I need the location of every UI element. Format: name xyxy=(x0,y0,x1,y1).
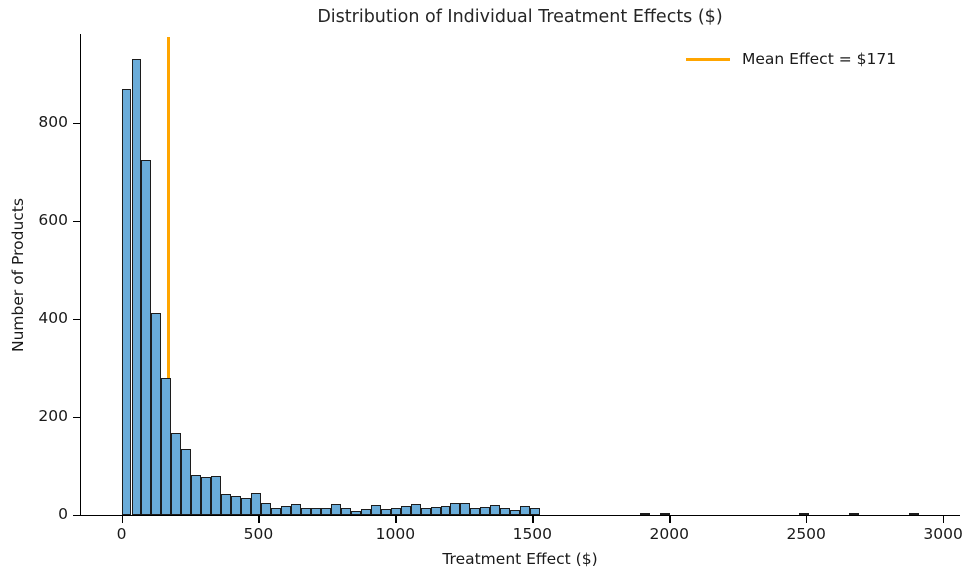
x-tick-mark xyxy=(258,516,260,523)
y-tick-label: 200 xyxy=(38,407,68,426)
histogram-bar xyxy=(271,507,282,515)
histogram-bar xyxy=(201,476,212,515)
x-tick-label: 1000 xyxy=(375,525,416,543)
histogram-bar xyxy=(330,504,341,515)
histogram-bar xyxy=(161,377,172,515)
legend: Mean Effect = $171 xyxy=(686,50,896,68)
histogram-bar xyxy=(450,503,461,515)
histogram-bar xyxy=(310,508,321,515)
y-axis-spine xyxy=(80,34,82,516)
histogram-bar xyxy=(300,508,311,515)
plot-area xyxy=(81,34,959,515)
histogram-bar xyxy=(151,313,162,515)
x-tick-label: 0 xyxy=(116,525,127,543)
histogram-bar xyxy=(849,513,860,515)
y-tick-mark xyxy=(73,319,81,321)
histogram-bar xyxy=(639,513,650,515)
histogram-bar xyxy=(799,513,810,515)
mean-effect-line xyxy=(166,37,170,515)
histogram-bar xyxy=(490,505,501,515)
x-tick-label: 500 xyxy=(243,525,274,543)
y-tick-label: 800 xyxy=(38,113,68,132)
x-tick-mark xyxy=(669,516,671,523)
x-tick-label: 2000 xyxy=(649,525,689,543)
x-tick-label: 2500 xyxy=(786,525,826,543)
histogram-bar xyxy=(241,497,252,515)
histogram-bar xyxy=(520,506,531,515)
legend-label: Mean Effect = $171 xyxy=(742,50,897,68)
histogram-bar xyxy=(340,508,351,515)
x-tick-mark xyxy=(532,516,534,523)
histogram-bar xyxy=(510,509,521,515)
histogram-bar xyxy=(430,506,441,515)
y-axis-label: Number of Products xyxy=(9,198,27,352)
histogram-bar xyxy=(390,507,401,515)
histogram-bar xyxy=(440,505,451,515)
x-axis-label: Treatment Effect ($) xyxy=(442,550,598,568)
histogram-bar xyxy=(360,509,371,515)
histogram-bar xyxy=(211,475,222,515)
histogram-bar xyxy=(400,506,411,515)
histogram-bar xyxy=(480,506,491,515)
histogram-bar xyxy=(261,502,272,515)
histogram-bar xyxy=(251,493,262,515)
histogram-bar xyxy=(380,508,391,515)
histogram-bar xyxy=(370,504,381,515)
histogram-bar xyxy=(221,494,232,515)
y-tick-label: 400 xyxy=(38,309,68,328)
histogram-bar xyxy=(281,505,291,515)
x-axis-spine xyxy=(80,515,960,517)
histogram-bar xyxy=(320,507,331,515)
histogram-bar xyxy=(659,513,670,515)
histogram-bar xyxy=(350,511,361,515)
y-tick-mark xyxy=(73,417,81,419)
x-tick-label: 3000 xyxy=(923,525,963,543)
histogram-bar xyxy=(530,507,541,515)
histogram-bar xyxy=(460,503,471,515)
legend-mean-line-swatch xyxy=(686,57,730,61)
y-tick-mark xyxy=(73,221,81,223)
y-tick-label: 600 xyxy=(38,211,68,230)
chart-title: Distribution of Individual Treatment Eff… xyxy=(317,7,723,27)
histogram-bar xyxy=(231,496,242,515)
histogram-bar xyxy=(131,59,142,515)
y-tick-mark xyxy=(73,515,81,517)
histogram-bar xyxy=(410,504,421,515)
x-tick-mark xyxy=(121,516,123,523)
histogram-bar xyxy=(171,432,182,515)
histogram-bar xyxy=(121,88,132,515)
x-tick-mark xyxy=(943,516,945,523)
x-tick-mark xyxy=(806,516,808,523)
histogram-bar xyxy=(470,507,481,515)
y-tick-mark xyxy=(73,123,81,125)
histogram-bar xyxy=(291,504,301,515)
histogram-bar xyxy=(909,513,920,515)
histogram-bar xyxy=(420,507,431,515)
y-tick-label: 0 xyxy=(58,505,68,523)
x-tick-label: 1500 xyxy=(512,525,553,543)
histogram-bar xyxy=(181,448,192,515)
x-tick-mark xyxy=(395,516,397,523)
histogram-bar xyxy=(500,507,511,515)
histogram-bar xyxy=(191,474,202,515)
histogram-bar xyxy=(141,159,152,515)
